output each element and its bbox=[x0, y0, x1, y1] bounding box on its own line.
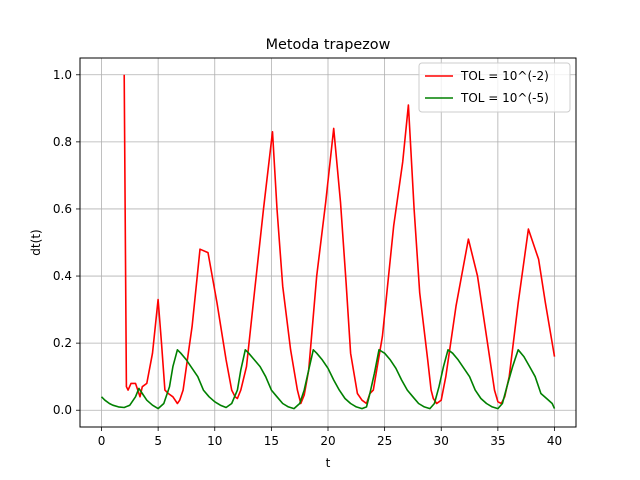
x-tick-label: 25 bbox=[377, 434, 392, 448]
grid bbox=[80, 58, 576, 427]
legend: TOL = 10^(-2) TOL = 10^(-5) bbox=[418, 62, 571, 113]
y-tick-label: 0.4 bbox=[53, 269, 72, 283]
x-tick-label: 35 bbox=[490, 434, 505, 448]
y-tick-label: 0.2 bbox=[53, 336, 72, 350]
x-tick-label: 30 bbox=[434, 434, 449, 448]
x-tick-label: 15 bbox=[264, 434, 279, 448]
y-tick-label: 0.8 bbox=[53, 135, 72, 149]
y-tick-label: 1.0 bbox=[53, 68, 72, 82]
y-tick-label: 0.0 bbox=[53, 403, 72, 417]
x-tick-label: 10 bbox=[207, 434, 222, 448]
x-tick-label: 20 bbox=[320, 434, 335, 448]
series-line-2 bbox=[100, 348, 556, 410]
x-tick-label: 0 bbox=[98, 434, 106, 448]
legend-box bbox=[418, 62, 571, 113]
chart-title: Metoda trapezow bbox=[266, 37, 391, 53]
legend-label-2: TOL = 10^(-5) bbox=[460, 91, 549, 105]
x-axis-label: t bbox=[326, 456, 331, 470]
x-tick-label: 5 bbox=[154, 434, 162, 448]
legend-label-1: TOL = 10^(-2) bbox=[460, 69, 549, 83]
axis-ticks: 0 5 10 15 20 25 30 35 40 0.0 0.2 0.4 0.6 0.8 1.0 bbox=[53, 68, 562, 448]
plot-lines bbox=[100, 74, 556, 410]
y-tick-label: 0.6 bbox=[53, 202, 72, 216]
y-axis-label: dt(t) bbox=[29, 229, 43, 255]
x-tick-label: 40 bbox=[547, 434, 562, 448]
